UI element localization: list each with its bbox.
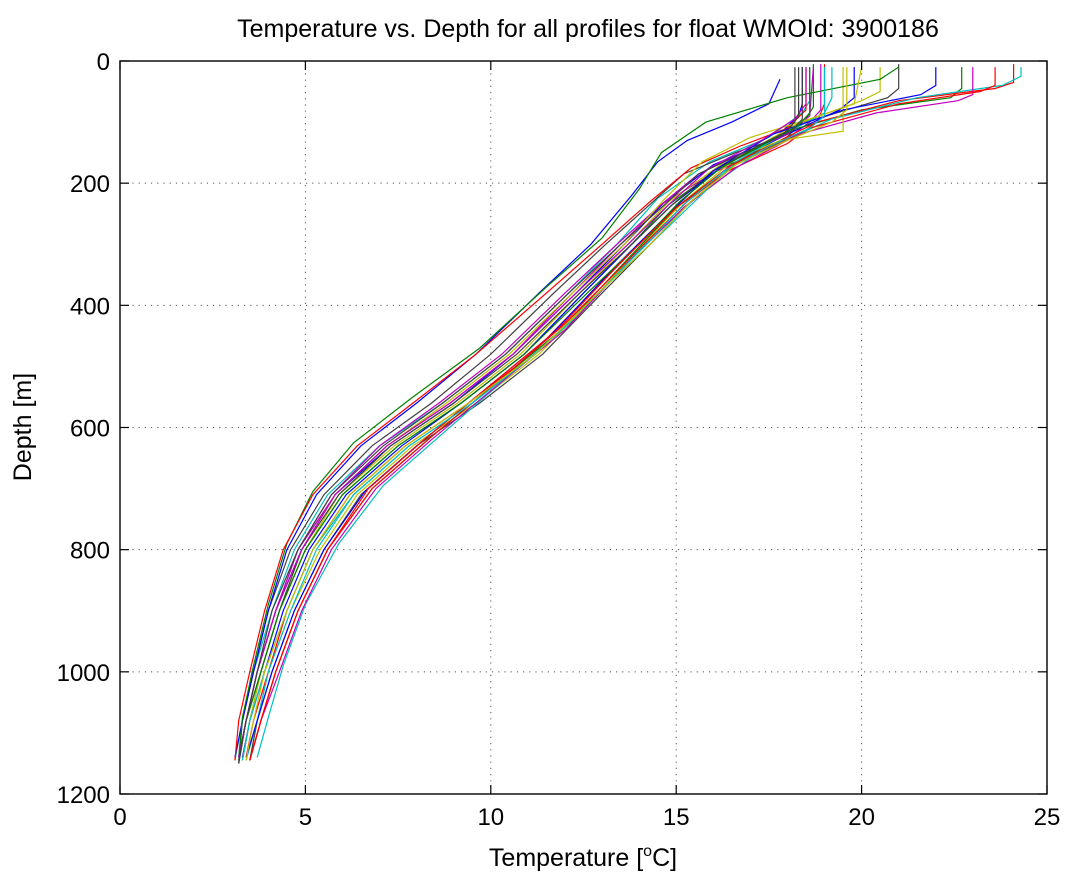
profile-line (256, 67, 1022, 758)
axis-ticks (119, 60, 1048, 795)
profile-line (234, 67, 807, 761)
x-tick-label: 15 (663, 804, 690, 831)
profile-lines (234, 64, 1022, 764)
profile-line (249, 64, 1015, 761)
x-tick-label: 5 (299, 804, 312, 831)
profile-line (245, 67, 937, 758)
profile-line (245, 67, 848, 761)
x-tick-label: 10 (477, 804, 504, 831)
y-tick-label: 1000 (57, 660, 110, 687)
profile-line (238, 66, 900, 758)
profile-line (241, 67, 826, 761)
profile-line (241, 66, 863, 761)
y-tick-label: 800 (70, 538, 110, 565)
profile-line (245, 64, 826, 758)
x-tick-label: 25 (1034, 804, 1061, 831)
profile-line (245, 67, 833, 761)
profile-line (238, 67, 800, 761)
profile-line (238, 67, 844, 761)
x-tick-label: 20 (848, 804, 875, 831)
profile-line (238, 67, 807, 758)
y-axis-label: Depth [m] (9, 373, 37, 481)
profile-line (238, 67, 803, 764)
chart-title: Temperature vs. Depth for all profiles f… (237, 15, 939, 43)
profile-line (241, 67, 855, 758)
profile-line (249, 67, 996, 761)
y-tick-label: 600 (70, 416, 110, 443)
profile-line (249, 67, 974, 761)
x-tick-labels: 0 5 10 15 20 25 (113, 804, 1060, 831)
grid (120, 61, 1047, 794)
profile-line (249, 67, 881, 761)
y-tick-labels: 0 200 400 600 800 1000 1200 (57, 49, 110, 809)
profile-line (249, 64, 900, 761)
x-tick-label: 0 (113, 804, 126, 831)
y-tick-label: 200 (70, 171, 110, 198)
y-tick-label: 0 (97, 49, 110, 76)
profile-line (249, 67, 963, 761)
y-tick-label: 400 (70, 293, 110, 320)
x-axis-label: Temperature [oC] (489, 843, 677, 872)
y-tick-label: 1200 (57, 782, 110, 809)
